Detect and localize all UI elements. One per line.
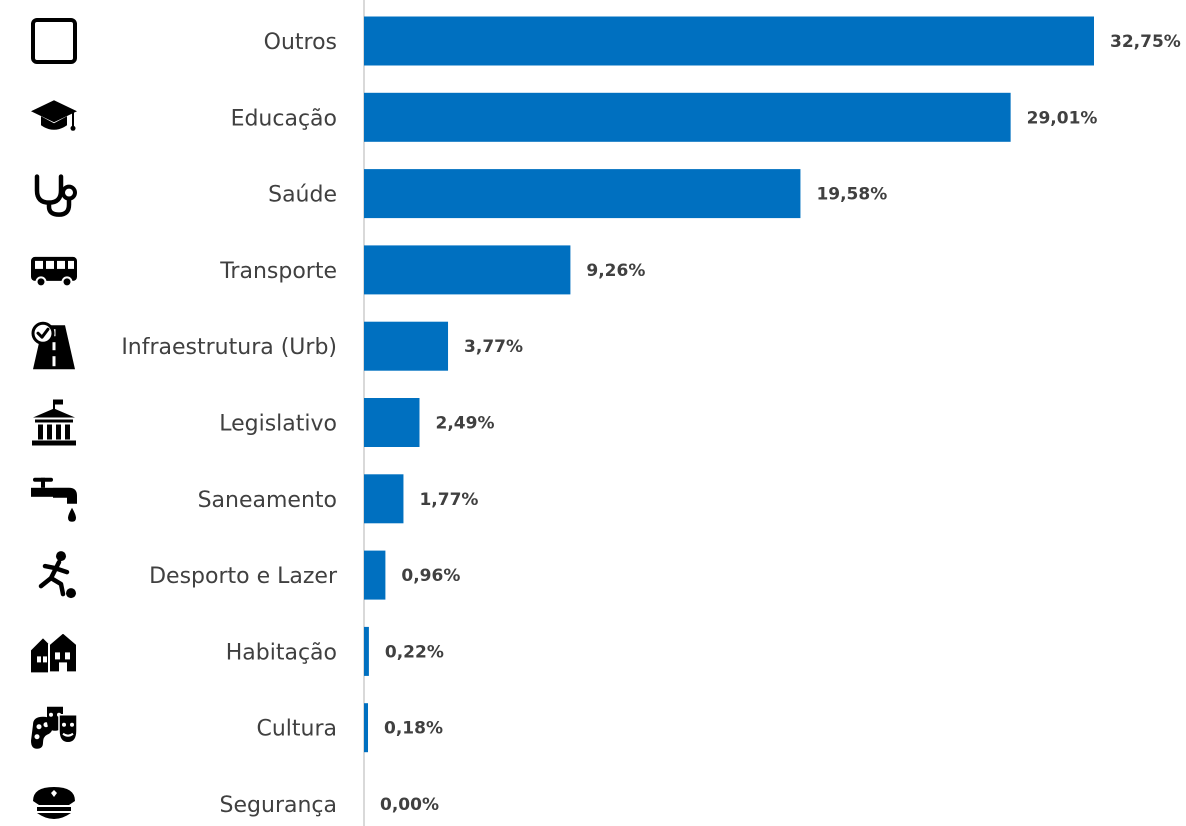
category-label: Saneamento <box>198 488 337 513</box>
bar <box>364 169 801 219</box>
value-label: 0,00% <box>380 795 439 815</box>
category-label: Educação <box>231 106 337 131</box>
category-label: Segurança <box>220 793 337 818</box>
category-label: Desporto e Lazer <box>149 564 338 589</box>
bus-icon <box>29 255 79 288</box>
bar <box>364 703 369 753</box>
theater-masks-palette-icon <box>29 705 79 750</box>
value-label: 19,58% <box>816 185 887 205</box>
square-outline-icon <box>33 20 75 62</box>
stethoscope-icon <box>37 177 75 215</box>
value-label: 2,49% <box>436 414 495 434</box>
bar <box>364 321 449 371</box>
value-label: 3,77% <box>464 337 523 357</box>
category-label: Habitação <box>226 640 337 665</box>
police-cap-icon <box>33 787 75 819</box>
government-building-icon <box>30 398 78 447</box>
road-icon <box>31 321 77 371</box>
value-label: 0,18% <box>384 719 443 739</box>
bar <box>364 626 369 676</box>
soccer-player-icon <box>41 551 76 598</box>
value-label: 1,77% <box>419 490 478 510</box>
water-tap-icon <box>31 477 77 522</box>
category-label: Outros <box>264 30 337 55</box>
category-label: Infraestrutura (Urb) <box>121 335 337 360</box>
bar <box>364 16 1094 66</box>
bar <box>364 550 386 600</box>
value-label: 9,26% <box>586 261 645 281</box>
graduation-cap-icon <box>29 99 79 132</box>
bar <box>364 398 420 447</box>
bar <box>364 92 1011 142</box>
category-label: Legislativo <box>219 412 337 437</box>
value-label: 0,22% <box>385 642 444 662</box>
category-label: Saúde <box>268 183 337 208</box>
houses-icon <box>29 631 79 674</box>
bar <box>364 474 404 524</box>
value-label: 29,01% <box>1027 108 1098 128</box>
value-label: 0,96% <box>401 566 460 586</box>
value-label: 32,75% <box>1110 32 1181 52</box>
bar <box>364 245 571 295</box>
category-label: Transporte <box>219 259 337 284</box>
category-label: Cultura <box>256 717 337 742</box>
